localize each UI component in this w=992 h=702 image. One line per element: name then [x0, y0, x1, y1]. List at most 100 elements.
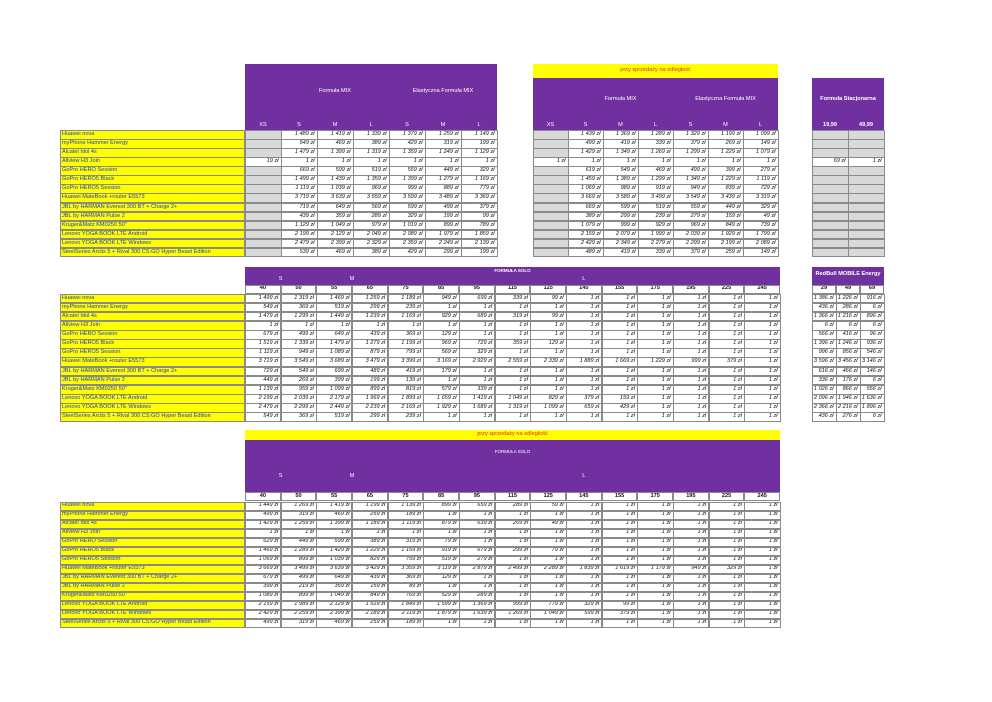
- column-header: 125: [530, 492, 567, 501]
- empty-cell: [812, 247, 849, 258]
- header-bg: [533, 78, 778, 130]
- column-header: 245: [744, 492, 781, 501]
- price-cell: 1 zł: [601, 412, 638, 422]
- price-cell: 379 zł: [673, 247, 709, 258]
- column-header: 55: [316, 492, 352, 501]
- price-cell: 1 zł: [708, 412, 745, 422]
- column-header: S: [583, 121, 588, 128]
- table-title: FORMUŁA SOLO: [494, 448, 531, 454]
- price-cell: 539 zł: [281, 247, 318, 258]
- price-cell: 319 zł: [280, 618, 317, 628]
- price-cell: 6 zł: [860, 412, 885, 422]
- group-header: Formuła MIX: [318, 88, 351, 95]
- price-cell: 339 zł: [638, 247, 674, 258]
- column-header: M: [618, 121, 623, 128]
- price-cell: 199 zł: [461, 247, 498, 258]
- group-header: S: [278, 275, 283, 282]
- banner: przy sprzedaży na odległość: [245, 430, 780, 440]
- header-bg: [245, 64, 497, 130]
- column-header: S: [688, 121, 693, 128]
- price-cell: 1 zł: [637, 618, 674, 628]
- price-cell: 1 zł: [494, 618, 531, 628]
- column-header: XS: [546, 121, 555, 128]
- table-title: Formuła Stacjonarna: [820, 96, 876, 103]
- group-header: L: [582, 275, 586, 282]
- table-title: FORMUŁA SOLO: [494, 267, 531, 273]
- column-header: 145: [566, 492, 602, 501]
- column-header: 175: [637, 492, 674, 501]
- column-header: 65: [352, 285, 388, 294]
- price-cell: 1 zł: [459, 618, 496, 628]
- price-cell: 1 zł: [673, 412, 710, 422]
- column-header: 29: [812, 285, 836, 294]
- column-header: 225: [708, 285, 745, 294]
- column-header: 115: [494, 285, 531, 294]
- column-header: 55: [316, 285, 352, 294]
- banner: przy sprzedaży na odległość: [533, 64, 778, 78]
- price-cell: 369 zł: [280, 412, 317, 422]
- column-header: M: [723, 121, 728, 128]
- column-header: S: [405, 121, 409, 128]
- column-header: 145: [566, 285, 602, 294]
- price-cell: 149 zł: [743, 247, 779, 258]
- column-header: L: [477, 121, 481, 128]
- column-header: 125: [530, 285, 567, 294]
- product-name: SteelSeries Arctis 5 + Rival 300 CS:GO H…: [60, 412, 245, 422]
- price-cell: 1 zł: [423, 618, 460, 628]
- price-cell: 1 zł: [530, 618, 567, 628]
- column-header: 195: [673, 492, 709, 501]
- column-header: 50: [280, 285, 317, 294]
- price-cell: 259 zł: [352, 618, 389, 628]
- column-header: 69: [860, 285, 884, 294]
- empty-cell: [848, 247, 885, 258]
- column-header: XS: [259, 121, 267, 128]
- price-cell: 519 zł: [316, 412, 353, 422]
- price-cell: 1 zł: [708, 618, 745, 628]
- column-header: 40: [245, 285, 281, 294]
- price-cell: 489 zł: [568, 247, 604, 258]
- price-cell: 239 zł: [387, 412, 424, 422]
- column-header: 75: [387, 492, 424, 501]
- group-header: Elastyczna Formuła MIX: [412, 88, 474, 95]
- group-header: Elastyczna Formuła MIX: [695, 96, 756, 103]
- price-cell: 1 zł: [601, 618, 638, 628]
- price-cell: 389 zł: [353, 247, 390, 258]
- group-header: S: [278, 472, 283, 479]
- column-header: 40: [245, 492, 281, 501]
- column-header: 50: [280, 492, 317, 501]
- column-header: 65: [352, 492, 388, 501]
- price-cell: 1 zł: [566, 618, 603, 628]
- column-header: M: [332, 121, 338, 128]
- column-header: 19,99: [823, 121, 837, 128]
- price-cell: 1 zł: [494, 412, 531, 422]
- column-header: 49: [836, 285, 860, 294]
- price-cell: 549 zł: [245, 412, 282, 422]
- price-cell: 436 zł: [812, 412, 837, 422]
- column-header: 75: [387, 285, 424, 294]
- header-bg: [245, 267, 780, 285]
- column-header: 195: [673, 285, 709, 294]
- product-name: SteelSeries Arctis 5 + Rival 300 CS:GO H…: [60, 618, 245, 628]
- header-bg: [812, 78, 884, 130]
- header-bg: [812, 267, 884, 285]
- price-cell: 276 zł: [836, 412, 861, 422]
- group-header: Formuła MIX: [604, 96, 637, 103]
- column-header: 155: [601, 285, 638, 294]
- column-header: L: [653, 121, 658, 128]
- product-name: SteelSeries Arctis 5 + Rival 300 CS:GO H…: [60, 247, 245, 258]
- group-header: M: [349, 275, 355, 282]
- header-bg: [245, 440, 780, 492]
- group-header: M: [349, 472, 355, 479]
- price-cell: 1 zł: [530, 412, 567, 422]
- price-cell: 299 zł: [425, 247, 462, 258]
- price-cell: 299 zł: [352, 412, 389, 422]
- price-cell: 469 zł: [316, 618, 353, 628]
- price-cell: 429 zł: [389, 247, 426, 258]
- column-header: 49,99: [859, 121, 873, 128]
- column-header: 85: [423, 285, 459, 294]
- price-cell: 1 zł: [423, 412, 460, 422]
- column-header: 225: [708, 492, 745, 501]
- price-cell: 1 zł: [673, 618, 710, 628]
- price-cell: 1 zł: [637, 412, 674, 422]
